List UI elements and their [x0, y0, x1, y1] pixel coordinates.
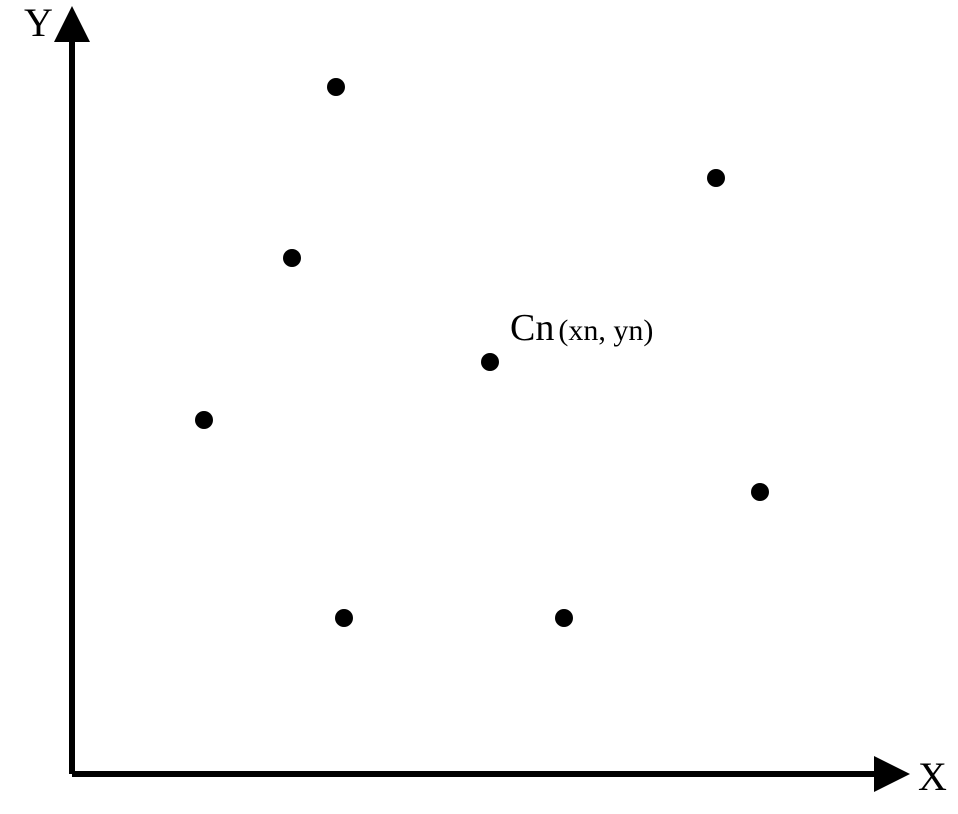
data-point — [555, 609, 573, 627]
scatter-plot: Y X Cn(xn, yn) — [0, 0, 958, 814]
x-axis-arrow-icon — [874, 756, 910, 792]
y-axis-label: Y — [24, 0, 53, 45]
data-point — [327, 78, 345, 96]
data-point — [283, 249, 301, 267]
y-axis-arrow-icon — [54, 6, 90, 42]
point-annotation: Cn(xn, yn) — [510, 307, 653, 349]
data-point — [195, 411, 213, 429]
data-point — [481, 353, 499, 371]
data-point — [335, 609, 353, 627]
data-point — [751, 483, 769, 501]
data-point — [707, 169, 725, 187]
x-axis-label: X — [918, 754, 947, 799]
